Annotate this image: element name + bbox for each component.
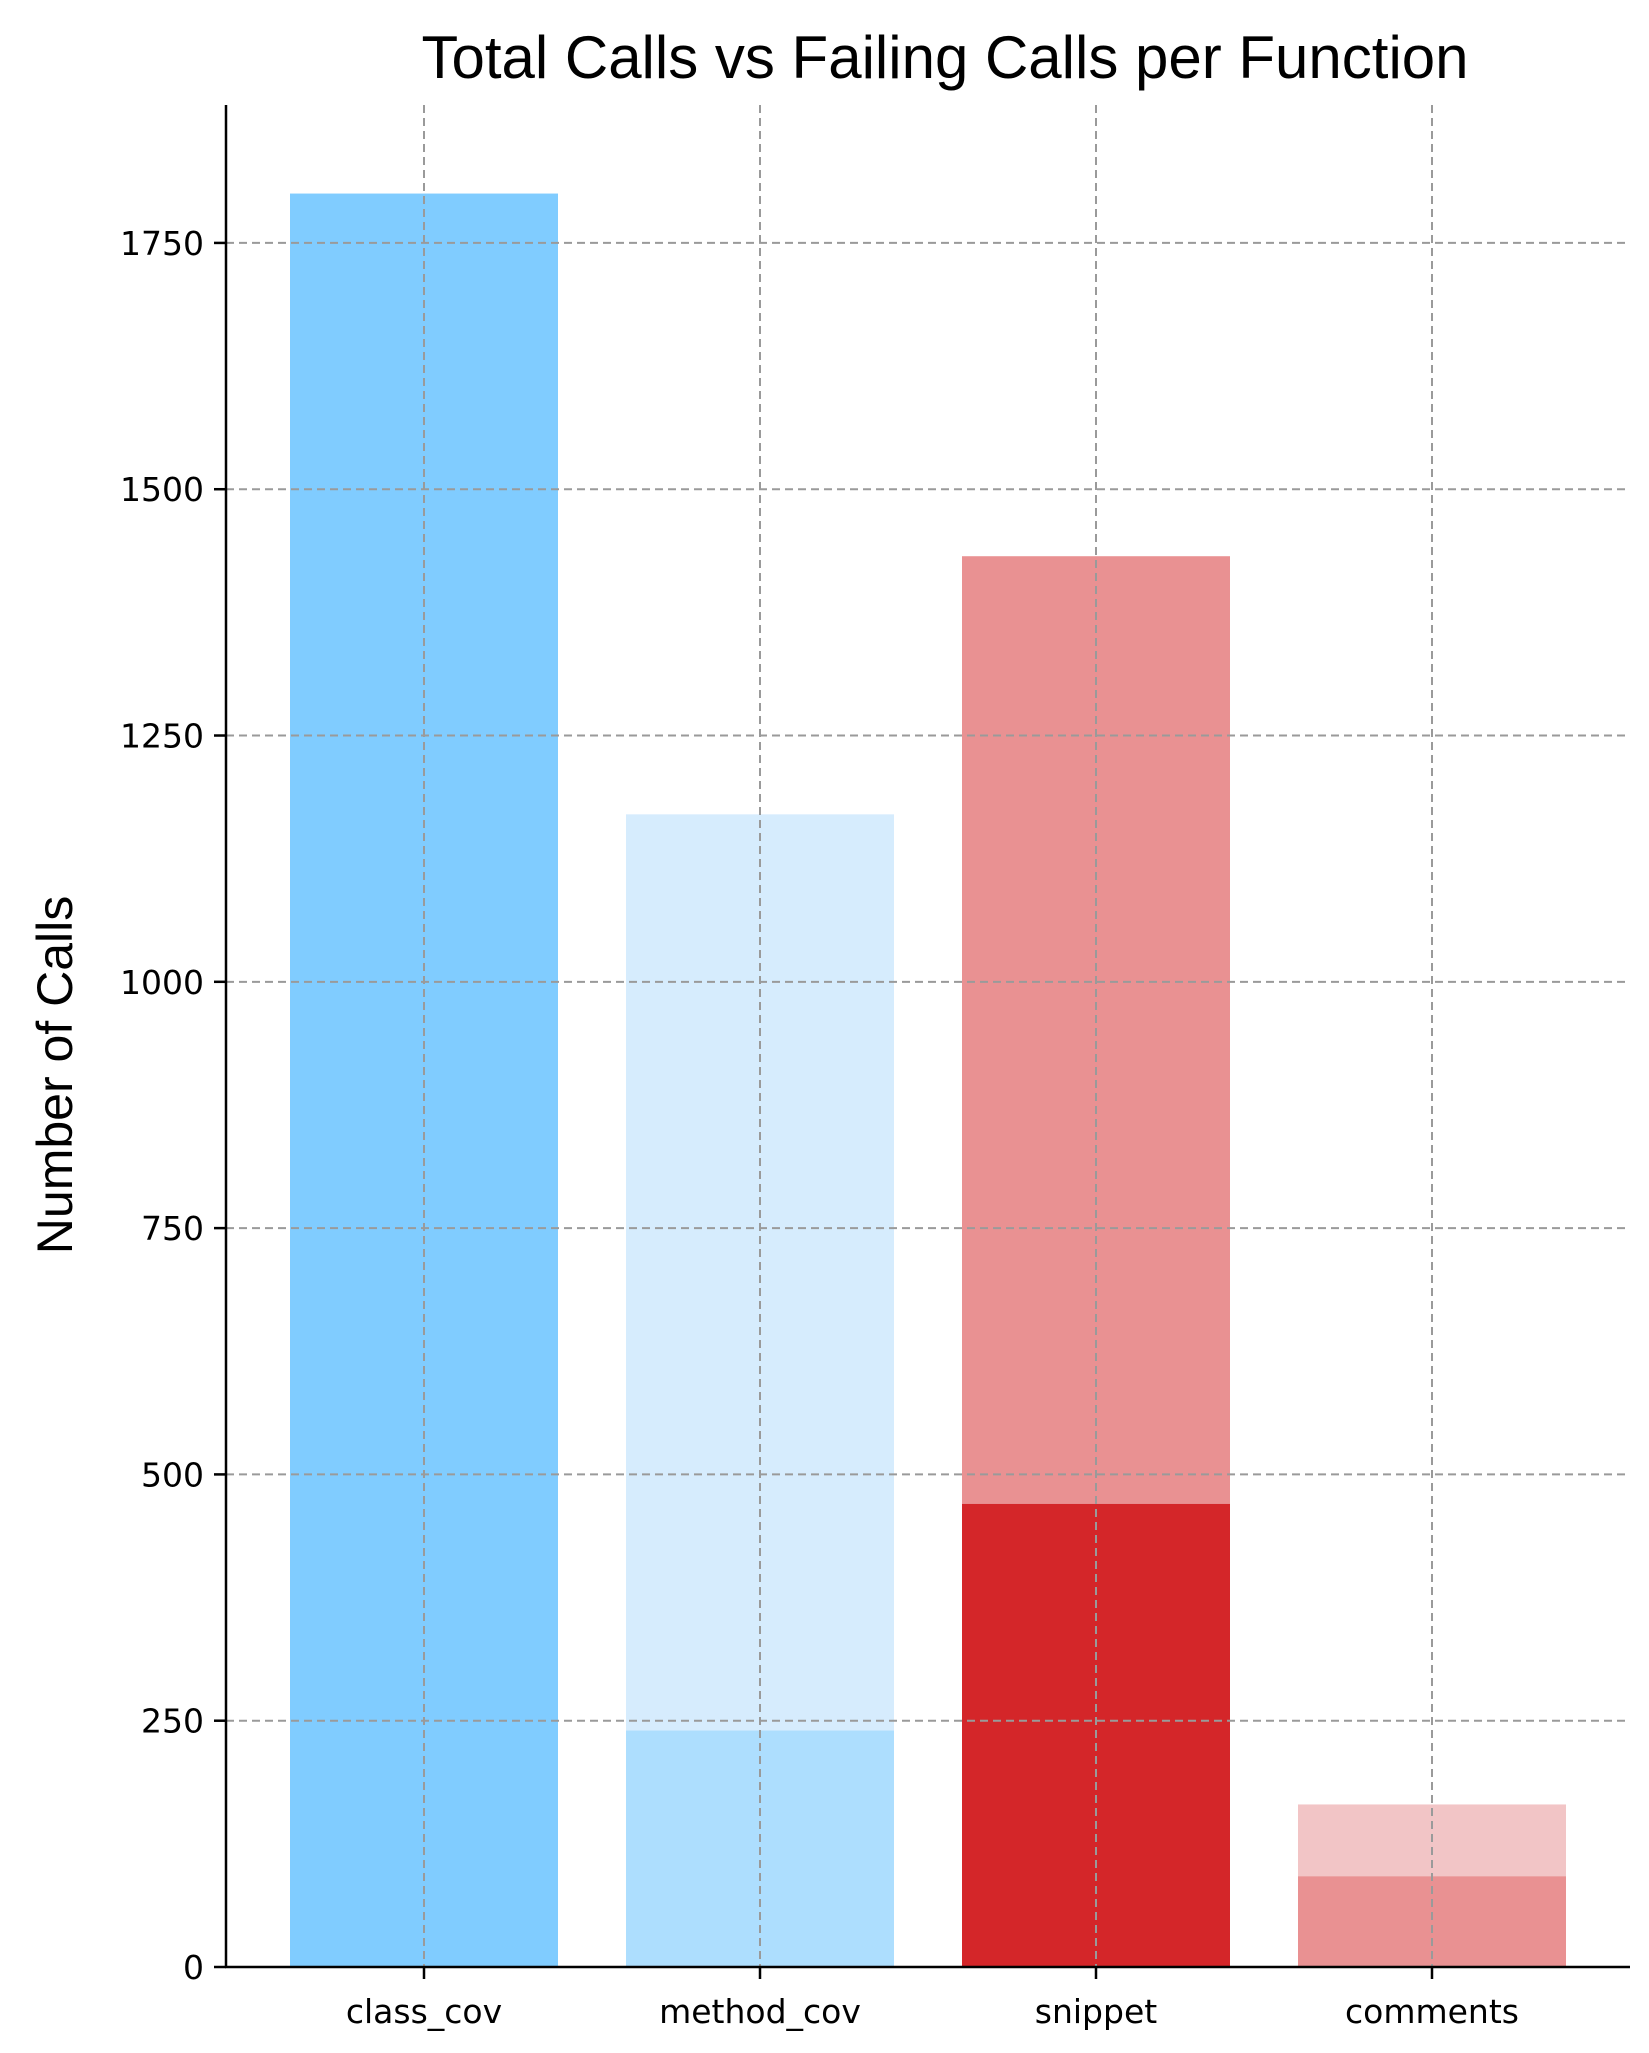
x-tick-label-class_cov: class_cov bbox=[346, 1992, 502, 2031]
axes bbox=[224, 105, 1630, 1969]
x-tick-label-snippet: snippet bbox=[1035, 1992, 1157, 2031]
chart-title: Total Calls vs Failing Calls per Functio… bbox=[421, 24, 1468, 91]
x-tick-label-comments: comments bbox=[1345, 1992, 1519, 2031]
gridlines bbox=[226, 105, 1630, 1967]
y-tick-label: 1500 bbox=[120, 470, 204, 509]
y-tick-label: 0 bbox=[183, 1948, 204, 1987]
y-axis-ticks: 0 250 500 750 1000 1250 1500 1750 bbox=[120, 224, 226, 1987]
x-axis-ticks: class_cov method_cov snippet comments bbox=[346, 1967, 1519, 2031]
y-tick-label: 1000 bbox=[120, 963, 204, 1002]
y-tick-label: 1750 bbox=[120, 224, 204, 263]
bars-layer bbox=[290, 193, 1566, 1968]
y-tick-label: 250 bbox=[141, 1702, 204, 1741]
y-tick-label: 500 bbox=[141, 1455, 204, 1494]
x-tick-label-method_cov: method_cov bbox=[659, 1992, 861, 2031]
y-axis-label: Number of Calls bbox=[27, 896, 83, 1254]
y-tick-label: 1250 bbox=[120, 717, 204, 756]
y-tick-label: 750 bbox=[141, 1209, 204, 1248]
